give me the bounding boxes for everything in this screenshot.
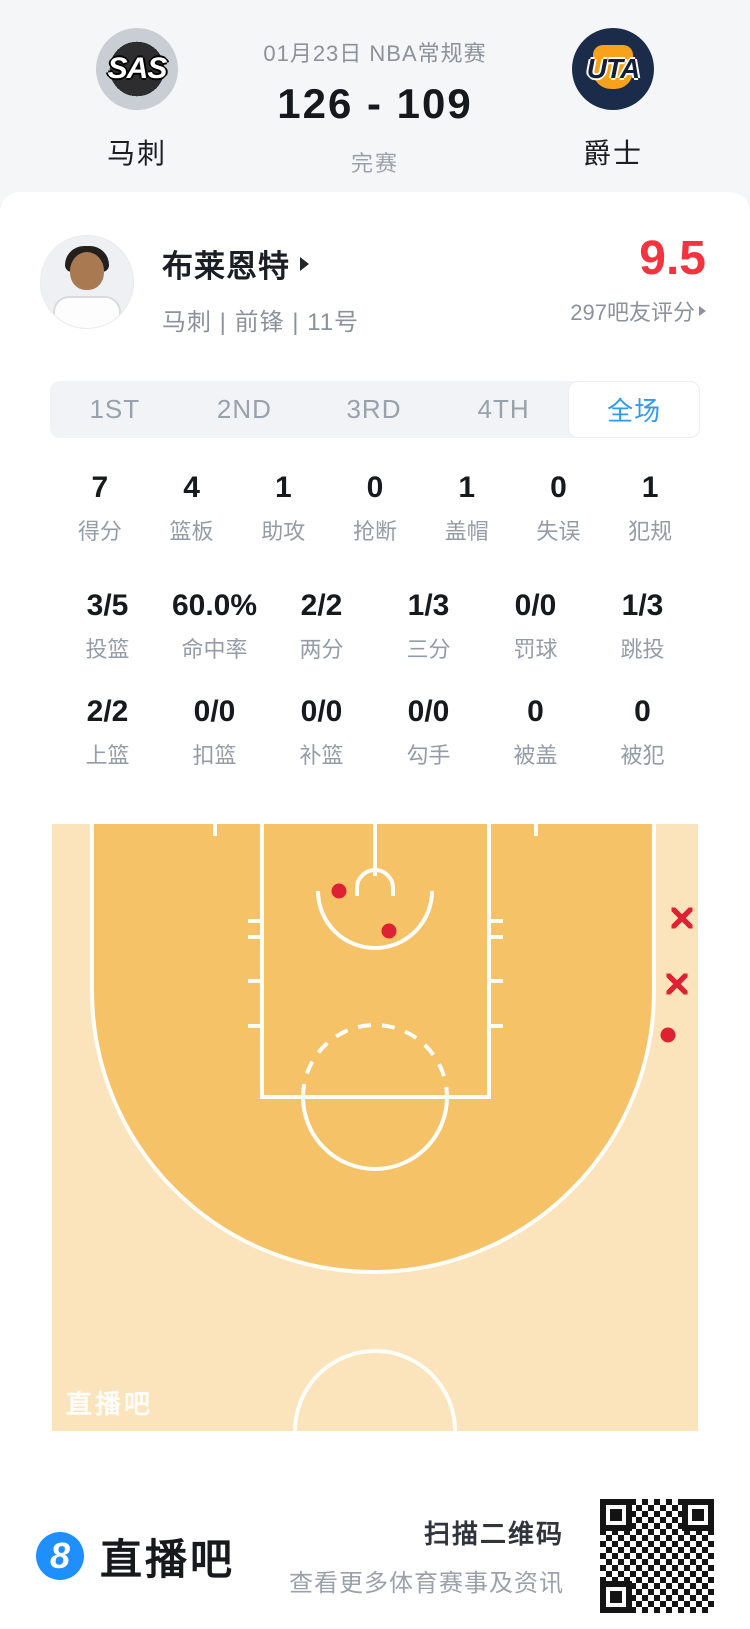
tab-4th[interactable]: 4TH	[477, 394, 530, 424]
court-watermark: 直播吧	[66, 1389, 154, 1419]
zhibo8-brand: 8 直播吧	[36, 1526, 235, 1587]
qr-subtitle: 查看更多体育赛事及资讯	[289, 1570, 564, 1597]
match-score: 126 - 109	[277, 80, 473, 127]
player-name-row[interactable]: 布莱恩特	[162, 241, 570, 286]
stat-fouls: 1 犯规	[628, 471, 673, 545]
jazz-logo-icon: UTA	[572, 28, 654, 110]
stat-hook: 0/0 勾手	[406, 695, 451, 769]
stat-layup: 2/2 上篮	[85, 695, 130, 769]
player-row: 布莱恩特 马刺 | 前锋 | 11号 9.5 297吧友评分	[40, 235, 706, 337]
caret-right-icon	[300, 256, 309, 271]
qr-text-block: 扫描二维码 查看更多体育赛事及资讯	[289, 1514, 600, 1598]
tab-2nd[interactable]: 2ND	[216, 394, 272, 424]
qr-finder-icon	[600, 1581, 632, 1613]
app-footer: 8 直播吧 扫描二维码 查看更多体育赛事及资讯	[0, 1431, 750, 1613]
match-date: 01月23日 NBA常规赛	[263, 41, 487, 66]
tab-full-game[interactable]: 全场	[568, 381, 700, 438]
rating-caption-row[interactable]: 297吧友评分	[570, 295, 706, 327]
stat-assists: 1 助攻	[261, 471, 306, 545]
stats-row-shooting: 3/5 投篮 60.0% 命中率 2/2 两分 1/3 三分 0/0 罚球 1/…	[0, 590, 750, 664]
player-info: 布莱恩特 马刺 | 前锋 | 11号	[162, 235, 570, 337]
stat-fouled: 0 被犯	[620, 695, 665, 769]
stat-3pt: 1/3 三分	[406, 589, 451, 663]
zhibo8-logo-icon: 8	[36, 1532, 84, 1580]
stat-ft: 0/0 罚球	[513, 589, 558, 663]
player-meta: 马刺 | 前锋 | 11号	[162, 309, 360, 336]
shot-marker-made	[381, 923, 397, 939]
stat-jumpshot: 1/3 跳投	[620, 589, 665, 663]
stat-2pt: 2/2 两分	[299, 589, 344, 663]
quarter-tab-bar: 1ST 2ND 3RD 4TH 全场	[50, 381, 700, 438]
match-header: SAS 马刺 01月23日 NBA常规赛 126 - 109 完赛 UTA 爵士	[0, 0, 750, 210]
team-away-name: 爵士	[582, 138, 643, 169]
qr-code	[600, 1499, 714, 1613]
stat-blocked: 0 被盖	[513, 695, 558, 769]
player-name: 布莱恩特	[162, 249, 290, 284]
stat-fg: 3/5 投篮	[85, 589, 130, 663]
team-away: UTA 爵士	[528, 28, 698, 172]
qr-finder-icon	[682, 1499, 714, 1531]
jazz-logo-text: UTA	[586, 53, 640, 84]
stat-steals: 0 抢断	[352, 471, 397, 545]
stat-blocks: 1 盖帽	[444, 471, 489, 545]
avatar-head-shape	[70, 252, 104, 290]
stat-turnovers: 0 失误	[536, 471, 581, 545]
match-info: 01月23日 NBA常规赛 126 - 109 完赛	[222, 28, 528, 178]
rating-caption: 297吧友评分	[570, 300, 695, 325]
jazz-logo-note-shape	[593, 45, 633, 89]
spurs-logo-icon: SAS	[96, 28, 178, 110]
shot-marker-miss	[671, 907, 693, 929]
shot-marker-made	[331, 883, 347, 899]
stat-points: 7 得分	[77, 471, 122, 545]
zhibo8-brand-name: 直播吧	[100, 1535, 236, 1583]
shot-chart-court: 直播吧	[52, 824, 698, 1431]
player-stats-card: 布莱恩特 马刺 | 前锋 | 11号 9.5 297吧友评分 1ST 2ND 3…	[0, 192, 750, 1629]
stat-rebounds: 4 篮板	[169, 471, 214, 545]
match-status: 完赛	[350, 151, 399, 176]
shot-marker-miss	[666, 973, 688, 995]
stat-dunk: 0/0 扣篮	[192, 695, 237, 769]
stats-row-basic: 7 得分 4 篮板 1 助攻 0 抢断 1 盖帽 0 失误 1 犯规	[0, 472, 750, 546]
qr-finder-icon	[600, 1499, 632, 1531]
shot-chart-overlay	[52, 824, 698, 1431]
qr-title: 扫描二维码	[423, 1519, 564, 1549]
caret-right-small-icon	[699, 306, 706, 316]
tab-1st[interactable]: 1ST	[89, 394, 141, 424]
player-avatar[interactable]	[40, 235, 134, 329]
team-home: SAS 马刺	[52, 28, 222, 172]
spurs-logo-text: SAS	[107, 52, 168, 85]
player-rating: 9.5 297吧友评分	[570, 235, 706, 327]
shot-marker-made	[660, 1027, 676, 1043]
rating-value: 9.5	[639, 232, 706, 285]
avatar-jersey-shape	[53, 296, 121, 328]
stat-tipin: 0/0 补篮	[299, 695, 344, 769]
court-drawing	[52, 824, 698, 1431]
stat-fg-pct: 60.0% 命中率	[171, 589, 258, 663]
stats-row-shot-types: 2/2 上篮 0/0 扣篮 0/0 补篮 0/0 勾手 0 被盖 0 被犯	[0, 696, 750, 770]
team-home-name: 马刺	[106, 138, 167, 169]
tab-3rd[interactable]: 3RD	[346, 394, 402, 424]
